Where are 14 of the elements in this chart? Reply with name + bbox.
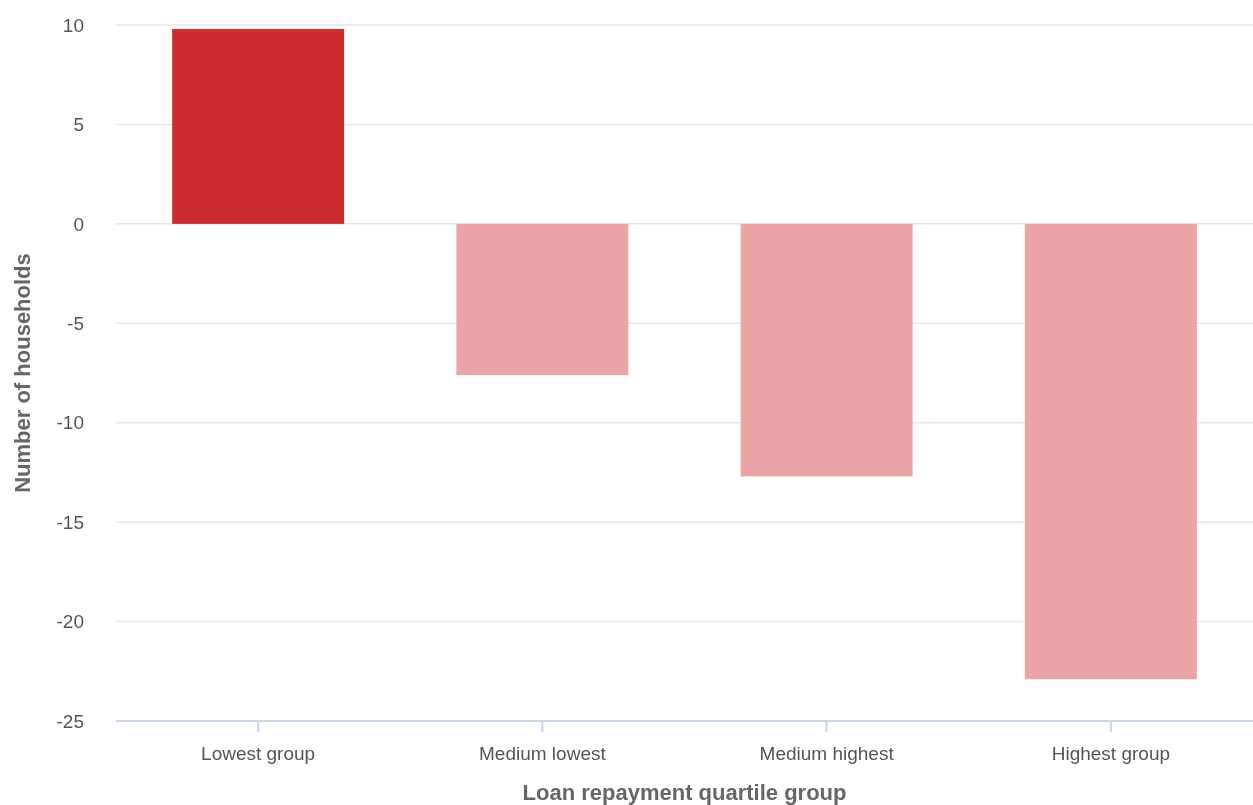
- x-tick-label: Lowest group: [201, 743, 316, 764]
- y-tick-label: -25: [56, 710, 84, 732]
- y-tick-label: 0: [73, 213, 84, 235]
- x-tick-label: Highest group: [1051, 743, 1171, 764]
- y-tick-label: -5: [67, 312, 84, 334]
- y-tick-label: -10: [56, 412, 84, 434]
- y-tick-label: -15: [56, 511, 84, 533]
- y-tick-label: 10: [62, 14, 84, 36]
- x-tick-label: Medium lowest: [479, 743, 607, 764]
- x-tick-label: Medium highest: [759, 743, 895, 764]
- y-axis-title: Number of households: [10, 253, 35, 493]
- y-tick-label: 5: [73, 114, 84, 136]
- x-axis-title: Loan repayment quartile group: [522, 780, 847, 805]
- y-tick-label: -20: [56, 611, 84, 633]
